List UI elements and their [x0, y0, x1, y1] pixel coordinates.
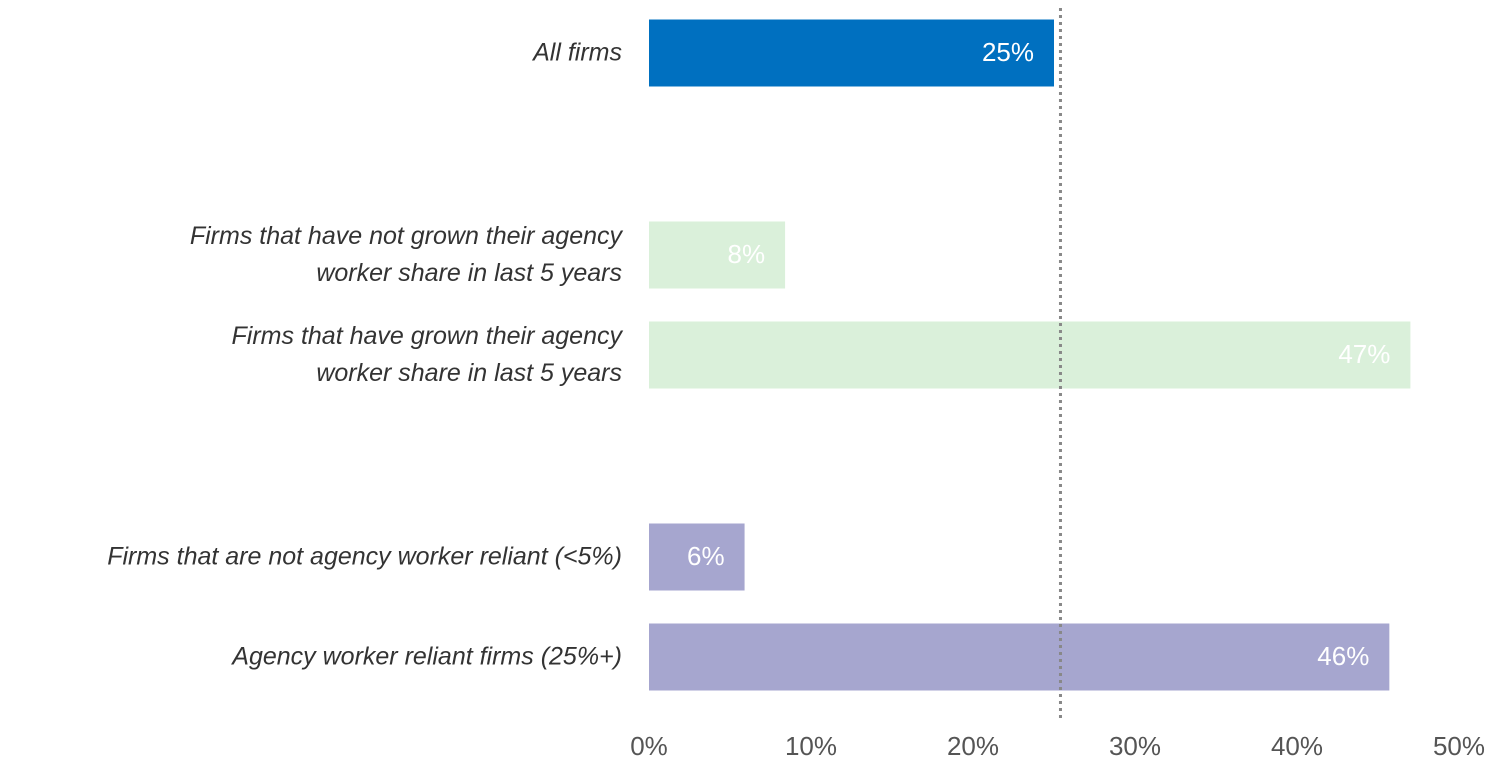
bar [649, 19, 1054, 87]
value-label: 46% [1317, 641, 1369, 671]
bar [649, 623, 1390, 691]
x-tick-label: 20% [947, 731, 999, 761]
value-label: 25% [982, 37, 1034, 67]
x-tick-label: 10% [785, 731, 837, 761]
x-tick-label: 30% [1109, 731, 1161, 761]
bar [649, 523, 745, 591]
x-tick-label: 40% [1271, 731, 1323, 761]
category-label: All firms [533, 38, 622, 67]
category-label: Firms that have not grown their agency w… [189, 222, 622, 287]
x-tick-label: 50% [1433, 731, 1485, 761]
bar [649, 321, 1411, 389]
category-label: Firms that are not agency worker reliant… [107, 542, 622, 571]
category-label: Agency worker reliant firms (25%+) [232, 642, 622, 671]
value-label: 8% [728, 239, 766, 269]
x-tick-label: 0% [630, 731, 668, 761]
category-label: Firms that have grown their agency worke… [231, 322, 622, 387]
bar [649, 221, 786, 289]
value-label: 47% [1338, 339, 1390, 369]
value-label: 6% [687, 541, 725, 571]
